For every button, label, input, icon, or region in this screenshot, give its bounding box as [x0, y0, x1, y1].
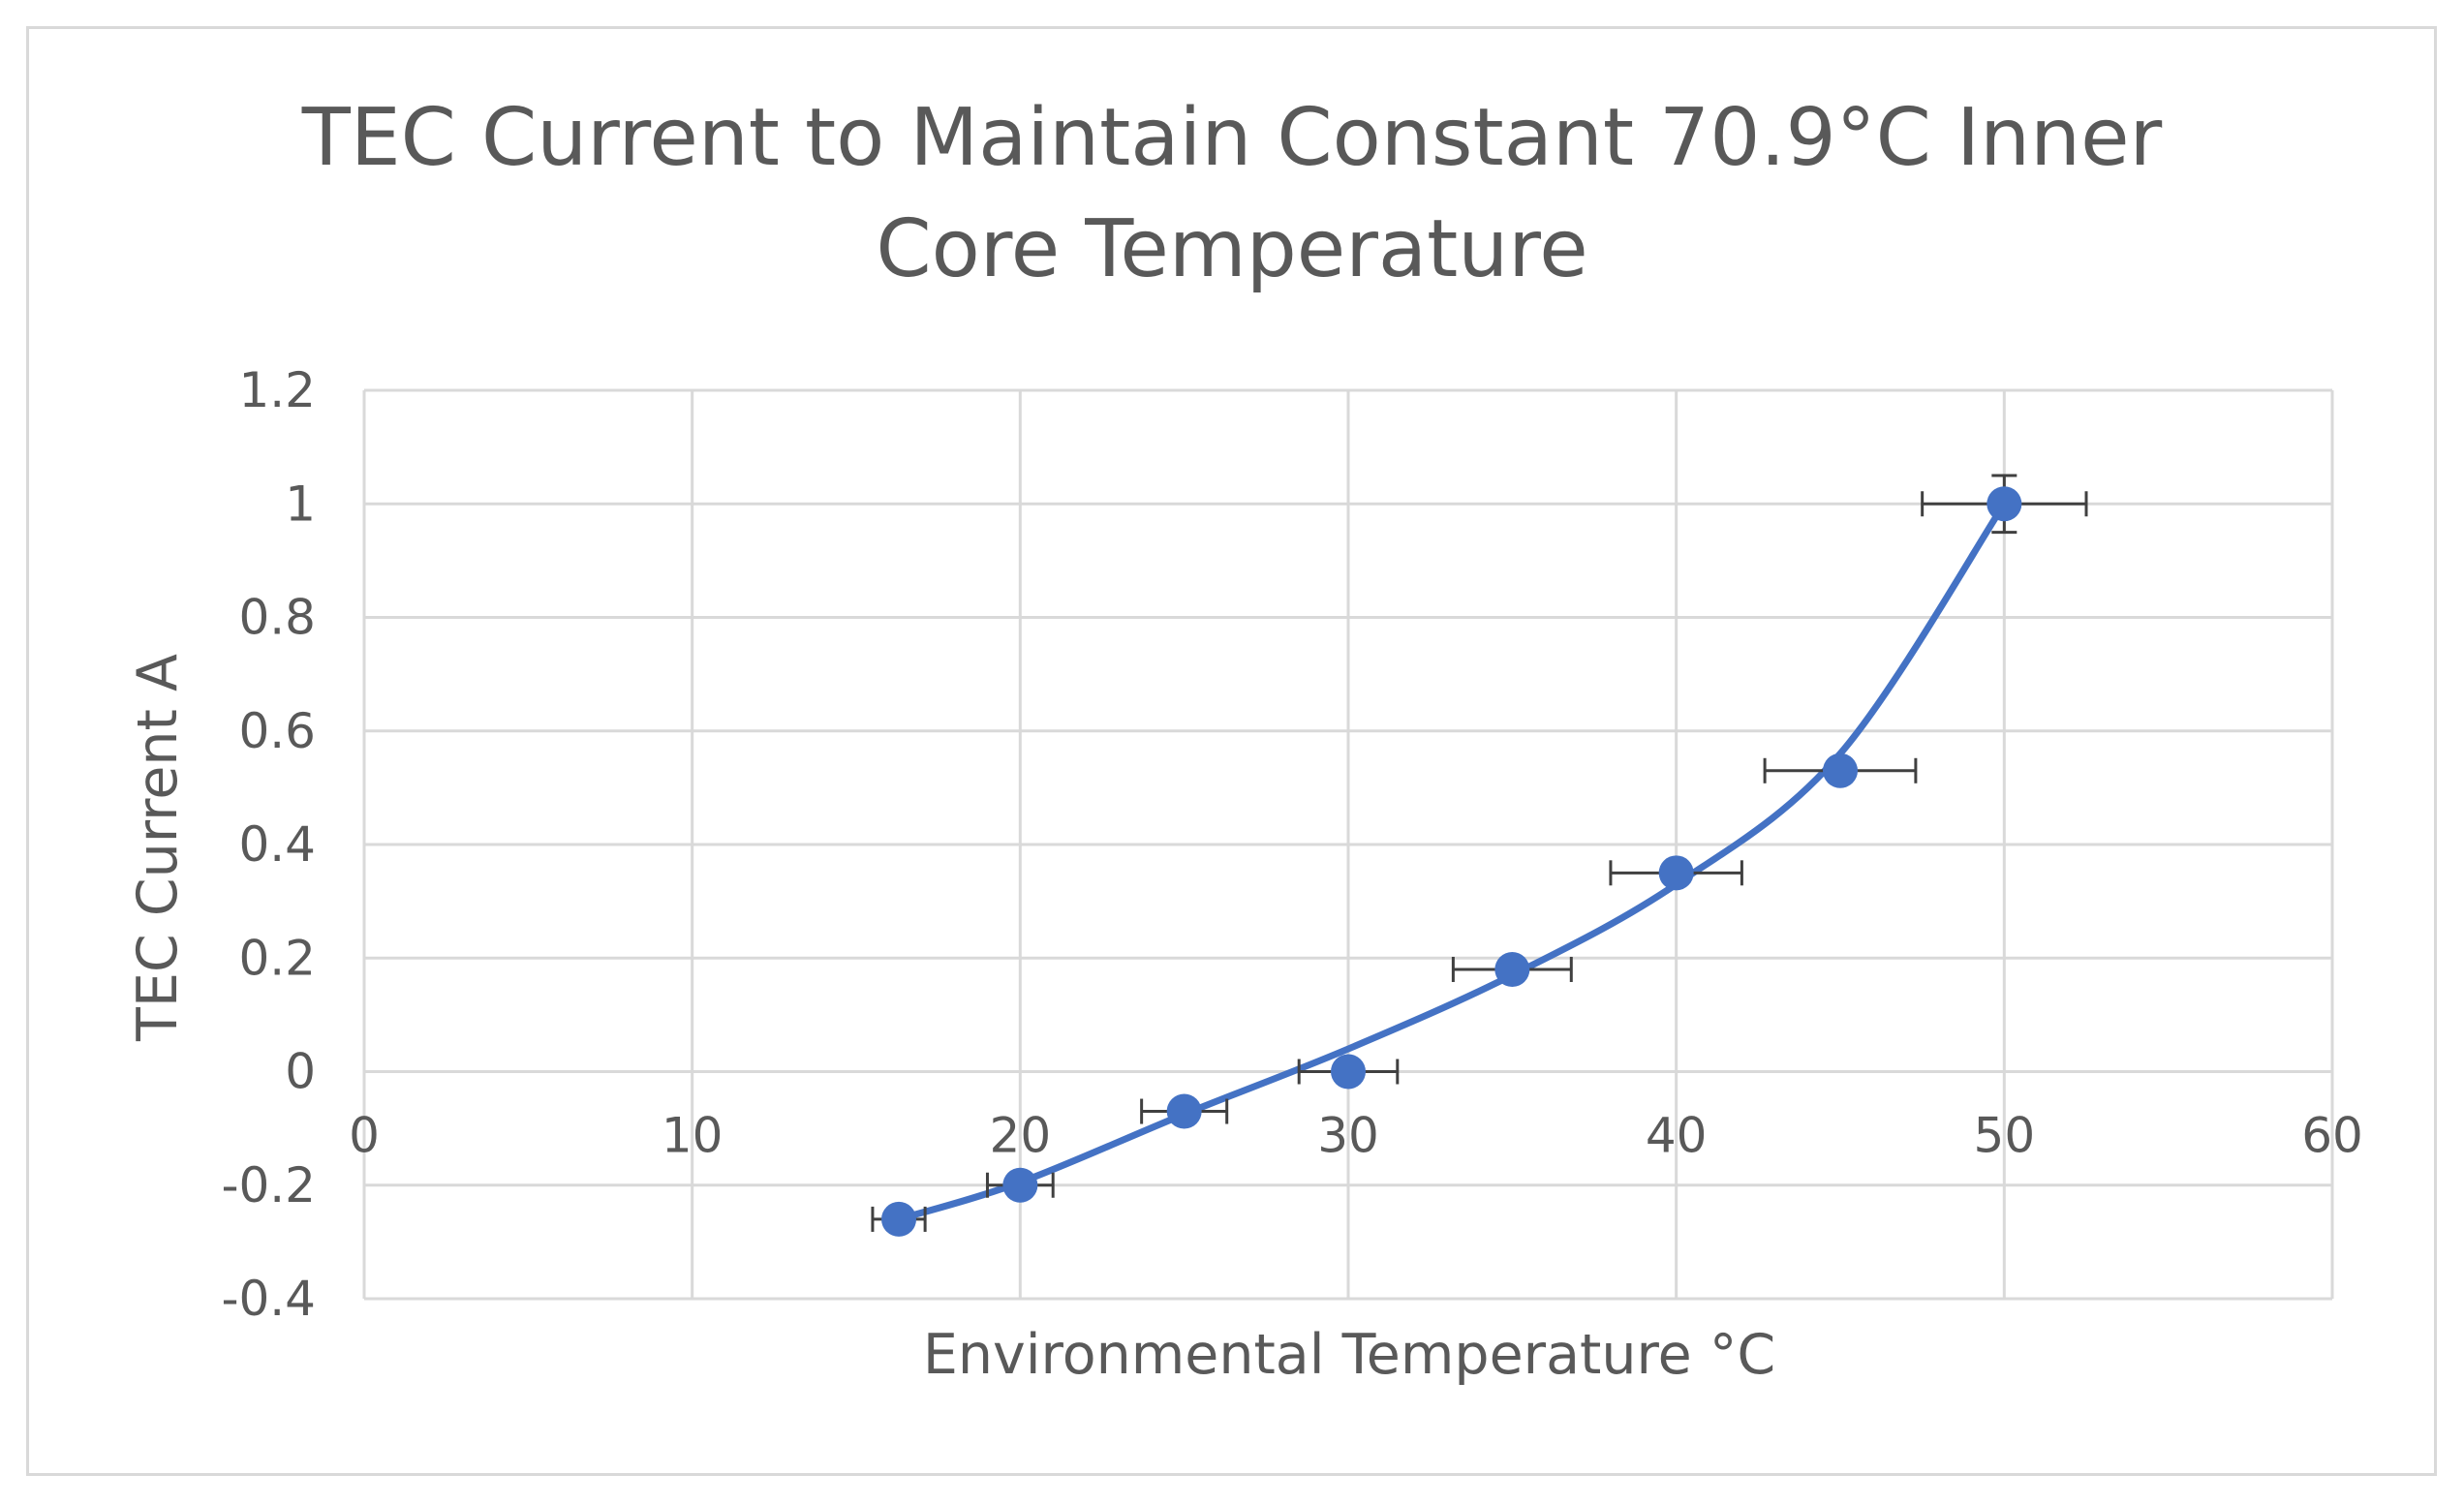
data-point: [1002, 1167, 1038, 1203]
x-tick-label: 0: [349, 1108, 380, 1164]
y-tick-label: -0.2: [221, 1157, 316, 1213]
data-point: [1166, 1093, 1202, 1129]
x-tick-label: 20: [990, 1108, 1052, 1164]
y-tick-label: -0.4: [221, 1271, 316, 1327]
y-tick-label: 0: [285, 1044, 316, 1100]
x-tick-label: 60: [2301, 1108, 2363, 1164]
y-tick-label: 1: [285, 476, 316, 532]
y-tick-label: 0.8: [238, 590, 316, 646]
data-point: [1823, 752, 1858, 788]
trendline: [895, 500, 2008, 1223]
data-point: [881, 1201, 917, 1237]
chart-title-line: TEC Current to Maintain Constant 70.9°C …: [301, 92, 2163, 184]
x-tick-label: 30: [1317, 1108, 1379, 1164]
error-bars: [871, 474, 2088, 1232]
data-points: [881, 486, 2022, 1237]
x-tick-label: 10: [662, 1108, 724, 1164]
x-axis-label: Environmental Temperature °C: [923, 1323, 1775, 1387]
chart-area: [26, 26, 2437, 1476]
y-axis-label: TEC Current A: [126, 654, 190, 1042]
chart-title: TEC Current to Maintain Constant 70.9°C …: [301, 92, 2163, 295]
data-point: [1331, 1054, 1366, 1090]
chart-title-line: Core Temperature: [876, 203, 1587, 295]
x-tick-label: 50: [1974, 1108, 2036, 1164]
y-axis-tick-labels: -0.4 -0.2 0 0.2 0.4 0.6 0.8 1 1.2: [221, 362, 316, 1327]
y-tick-label: 0.4: [238, 816, 316, 873]
data-point: [1494, 951, 1530, 987]
x-tick-label: 40: [1646, 1108, 1708, 1164]
data-point: [1987, 486, 2022, 522]
gridlines: [362, 388, 2334, 1301]
y-tick-label: 0.2: [238, 930, 316, 986]
x-axis-tick-labels: 0 10 20 30 40 50 60: [349, 1108, 2363, 1164]
y-tick-label: 0.6: [238, 703, 316, 759]
trendline-curve: [895, 500, 2008, 1223]
y-tick-label: 1.2: [238, 362, 316, 418]
data-point: [1658, 855, 1694, 891]
